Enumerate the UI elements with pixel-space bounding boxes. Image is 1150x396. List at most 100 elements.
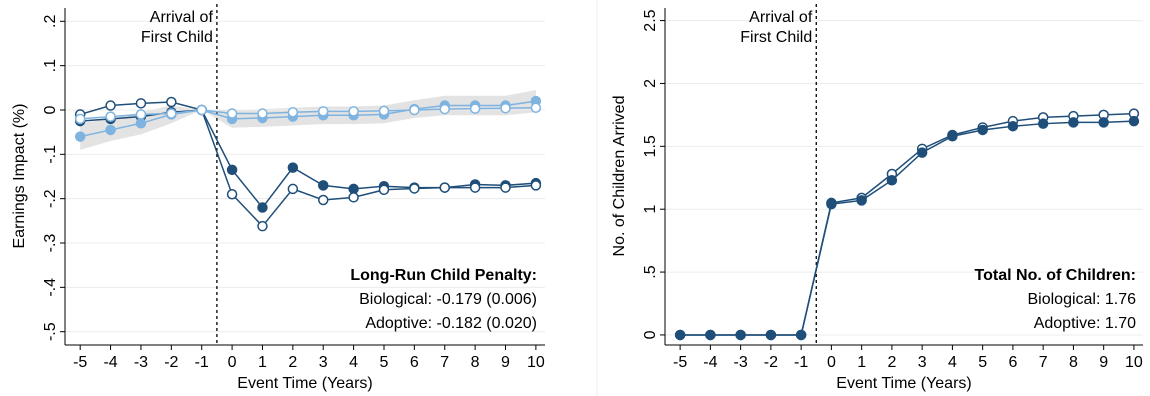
x-tick-label: 1 bbox=[258, 354, 267, 371]
x-tick-label: 9 bbox=[501, 354, 510, 371]
x-tick-label: 5 bbox=[978, 354, 987, 371]
data-point bbox=[409, 104, 420, 116]
right-x-axis-title: Event Time (Years) bbox=[836, 375, 971, 392]
data-point bbox=[1128, 115, 1140, 127]
x-tick-label: -4 bbox=[103, 354, 117, 371]
y-tick-label: -.3 bbox=[42, 234, 59, 253]
data-point bbox=[74, 131, 86, 142]
left-event-label-line2: First Child bbox=[141, 29, 213, 46]
data-point bbox=[735, 329, 746, 341]
right-event-label-line2: First Child bbox=[740, 29, 812, 46]
y-tick-label: -.4 bbox=[42, 278, 59, 297]
x-tick-label: 6 bbox=[410, 354, 419, 371]
series-line bbox=[80, 100, 536, 138]
data-point bbox=[378, 105, 390, 117]
series-line bbox=[79, 101, 536, 228]
left-y-ticks: .2 .1 0 -.1 -.2 -.3 -.4 -.5 bbox=[42, 15, 65, 341]
x-tick-label: 3 bbox=[319, 354, 328, 371]
left-chart: .2 .1 0 -.1 -.2 -.3 -.4 -.5 -5 -4 -3 -2 -1 0 1 2 3 4 5 6 7 8… bbox=[11, 4, 545, 392]
x-tick-label: -4 bbox=[703, 354, 717, 371]
y-tick-label: .1 bbox=[42, 59, 59, 72]
right-annotation-line1: Biological: 1.76 bbox=[1027, 291, 1136, 308]
y-tick-label: -.5 bbox=[42, 322, 59, 341]
data-point bbox=[105, 124, 116, 136]
data-point bbox=[1007, 120, 1019, 132]
x-tick-label: 9 bbox=[1099, 354, 1108, 371]
data-point bbox=[469, 182, 481, 193]
x-tick-label: 3 bbox=[918, 354, 927, 371]
data-point bbox=[317, 180, 329, 191]
x-tick-label: 4 bbox=[349, 354, 358, 371]
x-tick-label: -2 bbox=[164, 354, 178, 371]
data-point bbox=[317, 106, 329, 117]
data-point bbox=[166, 96, 177, 108]
y-tick-label: 2.5 bbox=[642, 9, 659, 31]
right-series bbox=[674, 108, 1140, 341]
right-gridlines bbox=[665, 20, 1143, 336]
data-point bbox=[74, 113, 86, 125]
data-point bbox=[469, 103, 481, 114]
data-point bbox=[500, 182, 511, 193]
left-event-label-line1: Arrival of bbox=[150, 9, 214, 26]
y-tick-label: 2 bbox=[642, 79, 659, 88]
x-tick-label: -1 bbox=[195, 354, 209, 371]
x-tick-label: -1 bbox=[794, 354, 808, 371]
x-tick-label: 5 bbox=[380, 354, 389, 371]
left-annotation-line1: Biological: -0.179 (0.006) bbox=[359, 291, 537, 308]
x-tick-label: -3 bbox=[134, 354, 148, 371]
left-gridlines bbox=[65, 20, 545, 333]
right-annotation-line2: Adoptive: 1.70 bbox=[1034, 315, 1136, 332]
left-annotation-line2: Adoptive: -0.182 (0.020) bbox=[365, 315, 537, 332]
data-point bbox=[348, 183, 359, 195]
data-point bbox=[257, 220, 268, 232]
x-tick-label: 7 bbox=[1039, 354, 1048, 371]
left-y-axis-title: Earnings Impact (%) bbox=[11, 104, 28, 249]
y-tick-label: 0 bbox=[642, 330, 659, 339]
data-point bbox=[257, 108, 268, 119]
left-annotation-title: Long-Run Child Penalty: bbox=[350, 267, 537, 284]
right-annotation-title: Total No. of Children: bbox=[975, 267, 1136, 284]
right-x-ticks: -5 -4 -3 -2 -1 0 1 2 3 4 5 6 7 8 9 10 bbox=[673, 345, 1143, 371]
data-point bbox=[287, 162, 299, 173]
data-point bbox=[856, 195, 867, 206]
x-tick-label: 2 bbox=[887, 354, 896, 371]
data-point bbox=[674, 329, 686, 341]
x-tick-label: 10 bbox=[1125, 354, 1143, 371]
x-tick-label: 1 bbox=[857, 354, 866, 371]
y-tick-label: .5 bbox=[642, 265, 659, 278]
data-point bbox=[378, 184, 390, 196]
data-point bbox=[196, 104, 207, 116]
series-line bbox=[680, 120, 1134, 336]
data-point bbox=[105, 100, 116, 111]
y-tick-label: 0 bbox=[42, 105, 59, 114]
confidence-band bbox=[80, 90, 536, 150]
data-point bbox=[439, 182, 450, 193]
data-point bbox=[348, 106, 359, 117]
data-point bbox=[1037, 118, 1049, 129]
x-tick-label: 6 bbox=[1008, 354, 1017, 371]
right-chart: 2.521.51.50 -5 -4 -3 -2 -1 0 1 2 3 4 5 6 7 8 9 10 Arriv… bbox=[611, 4, 1143, 392]
data-point bbox=[795, 329, 807, 341]
data-point bbox=[530, 102, 542, 114]
data-point bbox=[226, 188, 238, 200]
data-point bbox=[226, 108, 238, 119]
data-point bbox=[166, 108, 177, 119]
data-point bbox=[105, 111, 116, 122]
x-tick-label: 4 bbox=[948, 354, 957, 371]
data-point bbox=[287, 183, 299, 195]
y-tick-label: 1 bbox=[642, 205, 659, 214]
left-confidence-bands bbox=[80, 90, 536, 150]
x-tick-label: 2 bbox=[288, 354, 297, 371]
data-point bbox=[348, 192, 359, 203]
data-point bbox=[409, 183, 420, 194]
data-point bbox=[916, 147, 928, 158]
data-point bbox=[826, 198, 837, 210]
data-point bbox=[439, 103, 450, 115]
data-point bbox=[287, 106, 299, 118]
data-point bbox=[135, 98, 147, 109]
left-x-axis-title: Event Time (Years) bbox=[237, 375, 372, 392]
data-point bbox=[1068, 117, 1079, 128]
series-line bbox=[80, 107, 536, 120]
data-point bbox=[765, 329, 777, 341]
